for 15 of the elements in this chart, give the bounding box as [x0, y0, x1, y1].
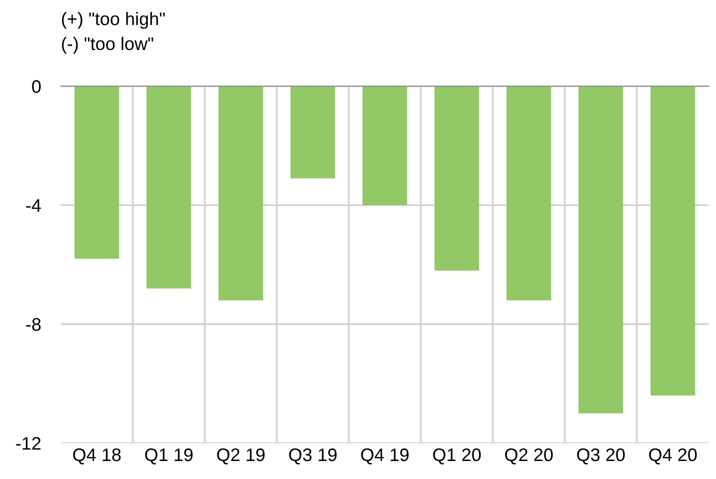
y-tick-label: -4 — [26, 199, 41, 212]
x-tick-label: Q1 19 — [145, 448, 193, 464]
text: (-) "too low" — [62, 36, 154, 54]
x-tick-label: Q4 20 — [649, 448, 697, 464]
x-tick-label: Q3 20 — [577, 448, 625, 464]
x-tick-label: Q2 19 — [217, 448, 265, 464]
x-tick-label: Q4 18 — [73, 448, 121, 464]
text: (+) "too high" — [62, 12, 165, 29]
x-tick-label: Q4 19 — [361, 448, 409, 464]
y-tick-label: -8 — [26, 318, 41, 331]
x-tick-label: Q1 20 — [433, 448, 481, 464]
y-tick-label: -12 — [16, 437, 41, 450]
y-tick-label: 0 — [32, 80, 41, 93]
x-tick-label: Q2 20 — [505, 448, 553, 464]
x-tick-label: Q3 19 — [289, 448, 337, 464]
